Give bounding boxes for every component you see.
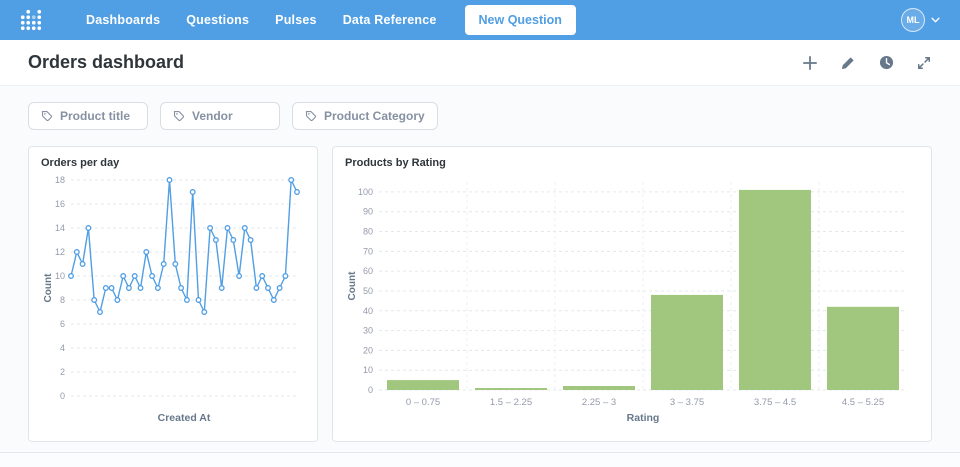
nav-item-questions[interactable]: Questions [186, 13, 250, 27]
top-navbar: Dashboards Questions Pulses Data Referen… [0, 0, 960, 40]
svg-text:90: 90 [363, 207, 373, 217]
svg-text:4.5 – 5.25: 4.5 – 5.25 [842, 397, 884, 408]
main-nav: Dashboards Questions Pulses Data Referen… [86, 13, 437, 27]
fullscreen-button[interactable] [916, 55, 932, 71]
svg-text:8: 8 [60, 295, 65, 305]
footer-divider [0, 452, 960, 467]
svg-text:1.5 – 2.25: 1.5 – 2.25 [490, 397, 532, 408]
dashboard-header: Orders dashboard [0, 40, 960, 86]
history-clock-icon [879, 55, 893, 70]
chevron-down-icon [931, 17, 940, 23]
filter-vendor[interactable]: Vendor [160, 102, 280, 130]
svg-text:3 – 3.75: 3 – 3.75 [670, 397, 704, 408]
tag-icon [41, 110, 53, 122]
svg-text:Count: Count [43, 273, 54, 303]
svg-text:0: 0 [60, 391, 65, 401]
svg-text:6: 6 [60, 319, 65, 329]
new-question-button[interactable]: New Question [464, 5, 576, 35]
svg-text:12: 12 [55, 247, 65, 257]
products-by-rating-bar-chart[interactable]: 0 10 20 30 40 50 60 70 80 90 100 Count Rating 0 – 0.7… [345, 172, 919, 426]
add-card-button[interactable] [802, 55, 818, 71]
filter-label: Product title [60, 109, 131, 123]
svg-text:0 – 0.75: 0 – 0.75 [406, 397, 440, 408]
svg-text:60: 60 [363, 266, 373, 276]
filter-label: Product Category [324, 109, 425, 123]
svg-text:50: 50 [363, 286, 373, 296]
svg-text:Rating: Rating [627, 412, 660, 424]
filter-label: Vendor [192, 109, 233, 123]
nav-item-data-reference[interactable]: Data Reference [342, 13, 437, 27]
svg-text:Created At: Created At [158, 412, 211, 424]
svg-text:70: 70 [363, 246, 373, 256]
page-title: Orders dashboard [28, 52, 185, 72]
svg-text:80: 80 [363, 227, 373, 237]
svg-text:2: 2 [60, 367, 65, 377]
svg-text:3.75 – 4.5: 3.75 – 4.5 [754, 397, 796, 408]
plus-icon [803, 55, 817, 70]
svg-text:10: 10 [363, 365, 373, 375]
svg-text:Count: Count [347, 271, 358, 301]
card-title: Products by Rating [345, 157, 446, 169]
dashboard-grid: Orders per day 0 2 4 6 8 10 12 14 16 18 Count Creat… [0, 146, 960, 442]
tag-icon [173, 110, 185, 122]
metabase-logo[interactable] [20, 9, 42, 31]
card-orders-per-day[interactable]: Orders per day 0 2 4 6 8 10 12 14 16 18 Count Creat… [28, 146, 318, 442]
card-products-by-rating[interactable]: Products by Rating 0 10 20 30 40 50 60 70 80 90 10… [332, 146, 932, 442]
edit-dashboard-button[interactable] [840, 55, 856, 71]
svg-text:30: 30 [363, 326, 373, 336]
tag-icon [305, 110, 317, 122]
dashboard-actions [802, 55, 932, 71]
svg-text:100: 100 [358, 187, 373, 197]
history-button[interactable] [878, 55, 894, 71]
svg-text:18: 18 [55, 175, 65, 185]
svg-text:16: 16 [55, 199, 65, 209]
filter-product-title[interactable]: Product title [28, 102, 148, 130]
avatar[interactable]: ML [901, 8, 925, 32]
card-title: Orders per day [41, 157, 120, 169]
svg-text:14: 14 [55, 223, 65, 233]
svg-text:20: 20 [363, 345, 373, 355]
metabase-logo-icon [20, 9, 42, 31]
filter-product-category[interactable]: Product Category [292, 102, 438, 130]
svg-text:10: 10 [55, 271, 65, 281]
fullscreen-expand-icon [918, 56, 930, 69]
nav-item-pulses[interactable]: Pulses [275, 13, 317, 27]
svg-text:4: 4 [60, 343, 65, 353]
pencil-icon [841, 56, 854, 69]
svg-text:40: 40 [363, 306, 373, 316]
filter-bar: Product title Vendor Product Category [0, 86, 960, 146]
svg-text:0: 0 [368, 385, 373, 395]
orders-per-day-line-chart[interactable]: 0 2 4 6 8 10 12 14 16 18 Count Created At [41, 172, 305, 426]
nav-item-dashboards[interactable]: Dashboards [86, 13, 161, 27]
user-menu[interactable]: ML [901, 8, 940, 32]
svg-text:2.25 – 3: 2.25 – 3 [582, 397, 616, 408]
